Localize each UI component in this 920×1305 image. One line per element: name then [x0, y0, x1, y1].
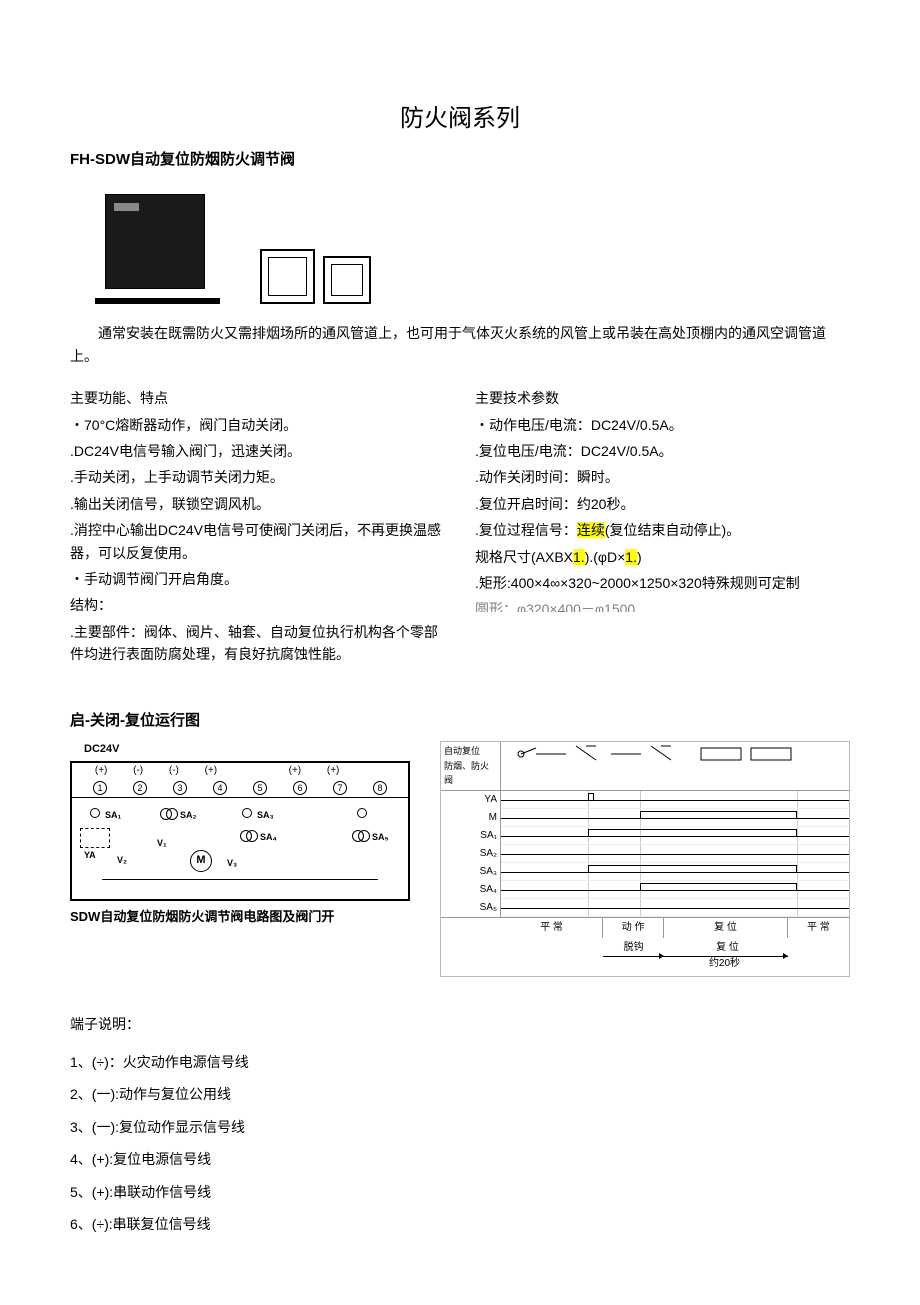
- terminal-num: 6: [293, 781, 307, 795]
- phase-label: 动 作: [603, 918, 664, 938]
- v1-label: V₁: [157, 836, 167, 850]
- phase-label: 平 常: [501, 918, 603, 938]
- diagram-section-title: 启-关闭-复位运行图: [70, 709, 850, 733]
- terminal-num: 5: [253, 781, 267, 795]
- feature-item: .消控中心输出DC24V电信号可使阀门关闭后，不再更换温感器，可以反复使用。: [70, 519, 445, 564]
- ya-label: YA: [84, 848, 96, 862]
- features-column: 主要功能、特点 ・70°C熔断器动作，阀门自动关闭。 .DC24V电信号输入阀门…: [70, 387, 445, 669]
- feature-item: .主要部件：阀体、阀片、轴套、自动复位执行机构各个零部件均进行表面防腐处理，有良…: [70, 621, 445, 666]
- timing-row-label: M: [441, 809, 500, 827]
- terminal-num: 4: [213, 781, 227, 795]
- specs-heading: 主要技术参数: [475, 387, 850, 409]
- terminal-item: 1、(÷)：火灾动作电源信号线: [70, 1051, 850, 1073]
- technical-drawing: [260, 249, 371, 304]
- feature-item: .输出关闭信号，联锁空调风机。: [70, 493, 445, 515]
- product-subtitle: FH-SDW自动复位防烟防火调节阀: [70, 148, 850, 172]
- spec-item: ・动作电压/电流：DC24V/0.5A。: [475, 414, 850, 436]
- spec-columns: 主要功能、特点 ・70°C熔断器动作，阀门自动关闭。 .DC24V电信号输入阀门…: [70, 387, 850, 669]
- timing-corner-bottom: 防烟、防火阀: [444, 759, 497, 788]
- terminal-num: 7: [333, 781, 347, 795]
- terminal-num: 2: [133, 781, 147, 795]
- diagram-row: DC24V (+) (-) (-) (+) (+) (+) 1 2 3 4 5 …: [70, 741, 850, 976]
- timing-top-symbols: [501, 742, 849, 766]
- spec-item: .复位电压/电流：DC24V/0.5A。: [475, 440, 850, 462]
- terminals-heading: 端子说明：: [70, 1013, 850, 1035]
- v2-label: V₂: [117, 853, 127, 867]
- page-title: 防火阀系列: [70, 100, 850, 138]
- timing-diagram: 自动复位 防烟、防火阀 YA: [440, 741, 850, 976]
- feature-item: .DC24V电信号输入阀门，迅速关闭。: [70, 440, 445, 462]
- spec-item: .复位开启时间：约20秒。: [475, 493, 850, 515]
- terminal-item: 6、(÷):串联复位信号线: [70, 1213, 850, 1235]
- spec-item: 规格尺寸(AXBX1.).(φD×1.): [475, 546, 850, 568]
- v3-label: V₃: [227, 856, 237, 870]
- sa1-label: SA₁: [105, 808, 121, 822]
- terminal-sign: (+): [95, 763, 108, 779]
- timing-row-label: SA₅: [441, 899, 500, 917]
- terminal-sign: (-): [133, 763, 143, 779]
- timing-row-label: SA₁: [441, 827, 500, 845]
- terminal-item: 4、(+):复位电源信号线: [70, 1148, 850, 1170]
- feature-item: .手动关闭，上手动调节关闭力矩。: [70, 466, 445, 488]
- intro-text: 通常安装在既需防火又需排烟场所的通风管道上，也可用于气体灭火系统的风管上或吊装在…: [70, 322, 850, 367]
- terminal-num: 8: [373, 781, 387, 795]
- terminal-sign: (+): [289, 763, 302, 779]
- sa5-label: SA₅: [372, 830, 389, 844]
- terminal-item: 5、(+):串联动作信号线: [70, 1181, 850, 1203]
- spec-item: .动作关闭时间：瞬时。: [475, 466, 850, 488]
- circuit-caption: SDW自动复位防烟防火调节阀电路图及阀门开: [70, 907, 410, 928]
- features-heading: 主要功能、特点: [70, 387, 445, 409]
- feature-item: ・70°C熔断器动作，阀门自动关闭。: [70, 414, 445, 436]
- timing-row-label: SA₃: [441, 863, 500, 881]
- circuit-voltage-label: DC24V: [84, 741, 410, 759]
- phase-label: 平 常: [788, 918, 849, 938]
- spec-item: .矩形:400×4∞×320~2000×1250×320特殊规则可定制: [475, 572, 850, 594]
- terminal-sign: (+): [327, 763, 340, 779]
- specs-column: 主要技术参数 ・动作电压/电流：DC24V/0.5A。 .复位电压/电流：DC2…: [475, 387, 850, 669]
- motor-symbol: M: [190, 850, 212, 872]
- terminal-sign: (-): [169, 763, 179, 779]
- timing-row-label: YA: [441, 791, 500, 809]
- circuit-diagram: DC24V (+) (-) (-) (+) (+) (+) 1 2 3 4 5 …: [70, 741, 410, 927]
- sa2-label: SA₂: [180, 808, 197, 822]
- terminal-num: 1: [93, 781, 107, 795]
- timing-row-label: SA₄: [441, 881, 500, 899]
- terminals-list: 1、(÷)：火灾动作电源信号线 2、(一):动作与复位公用线 3、(一):复位动…: [70, 1051, 850, 1235]
- terminal-item: 2、(一):动作与复位公用线: [70, 1083, 850, 1105]
- timing-bottom-left: 脱钩: [621, 942, 647, 953]
- spec-item: 圆形：φ320×400－φ1500: [475, 598, 850, 612]
- sa4-label: SA₄: [260, 830, 277, 844]
- timing-bottom-right: 复 位 约20秒: [709, 942, 743, 969]
- feature-item: ・手动调节阀门开启角度。: [70, 568, 445, 590]
- spec-item: .复位过程信号：连续(复位结束自动停止)。: [475, 519, 850, 541]
- sa3-label: SA₃: [257, 808, 274, 822]
- timing-row-label: SA₂: [441, 845, 500, 863]
- terminal-item: 3、(一):复位动作显示信号线: [70, 1116, 850, 1138]
- terminal-num: 3: [173, 781, 187, 795]
- image-row: [90, 184, 850, 304]
- phase-label: 复 位: [664, 918, 788, 938]
- product-photo: [90, 184, 230, 304]
- timing-corner-top: 自动复位: [444, 744, 497, 758]
- feature-item: 结构：: [70, 594, 445, 616]
- terminal-sign: (+): [205, 763, 218, 779]
